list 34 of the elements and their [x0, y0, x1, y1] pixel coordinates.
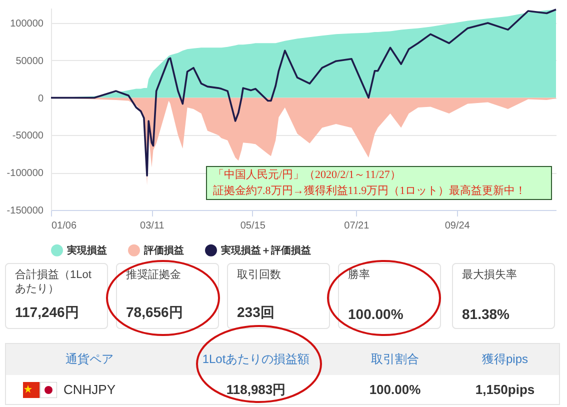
- x-tick-label: 09/24: [444, 220, 470, 232]
- y-tick-label: 0: [38, 93, 44, 104]
- legend-label: 実現損益: [66, 244, 107, 256]
- text: 78,656円: [126, 304, 183, 322]
- text: 233回: [237, 304, 274, 322]
- x-tick-label: 03/11: [140, 220, 165, 232]
- text: 取引割合: [339, 344, 451, 375]
- y-tick-label: -50000: [12, 130, 44, 142]
- legend-label: 実現損益＋評価損益: [220, 244, 311, 256]
- text: 獲得pips: [451, 344, 559, 375]
- text: 100.00%: [348, 306, 404, 322]
- legend-label: 評価損益: [143, 244, 184, 256]
- text: 1Lotあたりの損益額: [173, 344, 339, 375]
- text: 通貨ペア: [6, 344, 173, 375]
- x-tick-label: 01/06: [52, 220, 77, 232]
- text: 1,150pips: [474, 381, 536, 399]
- x-tick-label: 07/21: [344, 220, 370, 232]
- y-tick-label: -100000: [6, 168, 44, 180]
- x-tick-label: 05/15: [240, 220, 266, 232]
- text: 勝率: [347, 268, 371, 282]
- text: 取引回数: [236, 268, 282, 282]
- y-tick-label: 50000: [16, 56, 44, 67]
- text: 81.38%: [462, 306, 510, 322]
- text: CNHJPY: [62, 381, 116, 399]
- text: 合計損益（1Lotあたり）: [14, 268, 92, 296]
- y-tick-label: -150000: [6, 206, 44, 216]
- annotation: 証拠金約7.8万円→獲得利益11.9万円（1ロット）最高益更新中！: [213, 184, 528, 199]
- y-tick-label: 100000: [10, 18, 44, 30]
- text: 100.00%: [368, 381, 422, 399]
- text: 最大損失率: [461, 268, 518, 282]
- text: 117,246円: [15, 304, 79, 322]
- annotation: 「中国人民元/円」（2020/2/1～11/27）: [213, 168, 402, 183]
- text: 118,983円: [225, 381, 287, 399]
- text: 推奨証拠金: [125, 268, 182, 282]
